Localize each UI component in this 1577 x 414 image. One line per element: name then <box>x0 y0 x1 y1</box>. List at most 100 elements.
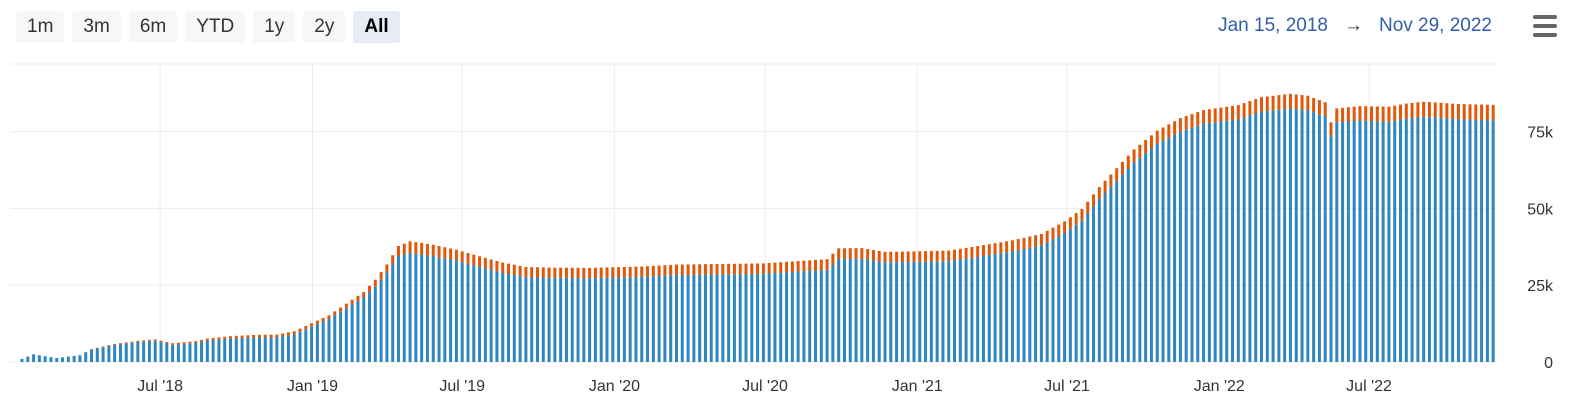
bar-segment-base <box>1213 122 1217 363</box>
bar-segment-base <box>686 274 690 362</box>
bar-segment-top <box>1422 101 1426 117</box>
range-button-3m[interactable]: 3m <box>72 11 121 43</box>
bar-segment-top <box>727 263 731 275</box>
bar-segment-base <box>918 261 922 362</box>
bar-segment-top <box>924 251 928 262</box>
range-button-all[interactable]: All <box>353 11 400 43</box>
bar-segment-top <box>912 251 916 262</box>
bar-segment-base <box>223 338 227 362</box>
bar-segment-top <box>588 267 592 279</box>
bar-segment-base <box>1259 111 1263 363</box>
bar-segment-base <box>368 292 372 362</box>
bar-segment-top <box>1074 213 1078 225</box>
bar-segment-top <box>785 261 789 273</box>
bar-segment-base <box>1132 162 1136 362</box>
bar-segment-top <box>489 259 493 270</box>
bar-segment-top <box>1468 104 1472 120</box>
bar-segment-base <box>767 273 771 362</box>
bar-segment-top <box>373 279 377 287</box>
bar-segment-top <box>935 250 939 262</box>
bar-segment-top <box>761 263 765 274</box>
bar-segment-base <box>512 275 516 362</box>
bar-segment-top <box>970 246 974 258</box>
bar-segment-base <box>611 277 615 362</box>
bar-segment-top <box>640 266 644 277</box>
bar-segment-top <box>860 248 864 259</box>
bar-segment-top <box>1433 102 1437 118</box>
bar-segment-top <box>1005 241 1009 253</box>
bar-segment-base <box>124 343 128 362</box>
x-tick-label: Jan '21 <box>892 378 943 395</box>
bar-segment-top <box>854 248 858 259</box>
bar-segment-base <box>315 324 319 362</box>
y-tick-label: 25k <box>1527 278 1554 295</box>
bar-segment-top <box>1219 107 1223 122</box>
bar-segment-top <box>229 336 233 339</box>
bar-segment-base <box>895 262 899 362</box>
bar-segment-base <box>304 329 308 362</box>
hamburger-menu-icon[interactable] <box>1530 14 1560 40</box>
bar-segment-top <box>669 264 673 276</box>
bar-segment-base <box>1010 251 1014 362</box>
x-tick-label: Jul '21 <box>1044 378 1090 395</box>
bar-segment-top <box>1126 155 1130 169</box>
bar-segment-top <box>1225 106 1229 121</box>
bar-segment-base <box>1416 117 1420 363</box>
bar-segment-top <box>1155 130 1159 144</box>
bar-segment-base <box>194 342 198 362</box>
bar-segment-base <box>692 274 696 362</box>
bar-segment-top <box>906 251 910 262</box>
bar-segment-base <box>32 354 36 362</box>
bar-segment-base <box>1149 148 1153 362</box>
bar-segment-top <box>1491 104 1495 121</box>
bar-segment-top <box>547 267 551 278</box>
bar-segment-base <box>1190 127 1194 362</box>
bar-segment-base <box>327 318 331 362</box>
date-range-to[interactable]: Nov 29, 2022 <box>1378 15 1492 36</box>
bar-segment-base <box>669 275 673 362</box>
bar-segment-base <box>385 272 389 362</box>
bar-segment-top <box>194 341 198 343</box>
bar-segment-top <box>165 341 169 344</box>
bar-segment-base <box>1178 131 1182 362</box>
bar-segment-top <box>796 261 800 272</box>
bar-segment-base <box>466 263 470 362</box>
range-button-1m[interactable]: 1m <box>16 11 65 43</box>
bar-segment-top <box>1259 97 1263 112</box>
bar-segment-base <box>1480 119 1484 363</box>
range-button-2y[interactable]: 2y <box>303 11 346 43</box>
bar-segment-top <box>593 267 597 278</box>
bar-segment-base <box>1462 119 1466 362</box>
bar-segment-base <box>889 262 893 362</box>
bar-segment-top <box>200 339 204 342</box>
bar-segment-top <box>703 264 707 275</box>
range-button-1y[interactable]: 1y <box>253 11 296 43</box>
bar-segment-base <box>246 337 250 362</box>
bar-segment-base <box>564 277 568 362</box>
bar-segment-base <box>292 334 296 362</box>
bar-segment-top <box>842 248 846 260</box>
range-button-ytd[interactable]: YTD <box>185 11 246 43</box>
bar-segment-base <box>165 343 169 362</box>
bar-segment-top <box>889 251 893 263</box>
bar-segment-base <box>1045 242 1049 362</box>
bar-segment-top <box>1138 144 1142 158</box>
bar-segment-base <box>1074 224 1078 362</box>
bar-segment-base <box>617 277 621 362</box>
bar-segment-top <box>408 241 412 253</box>
date-range-from[interactable]: Jan 15, 2018 <box>1218 15 1328 36</box>
bar-segment-top <box>240 335 244 338</box>
bar-segment-top <box>1329 122 1333 137</box>
bar-segment-top <box>524 266 528 278</box>
bar-segment-top <box>339 307 343 312</box>
range-button-6m[interactable]: 6m <box>128 11 178 43</box>
bar-segment-base <box>101 347 105 362</box>
bar-segment-top <box>553 267 557 278</box>
bar-segment-base <box>854 258 858 362</box>
bar-segment-base <box>1346 121 1350 362</box>
bar-segment-base <box>958 259 962 362</box>
bar-segment-base <box>26 356 30 362</box>
bar-segment-top <box>176 342 180 345</box>
bar-segment-top <box>518 265 522 277</box>
